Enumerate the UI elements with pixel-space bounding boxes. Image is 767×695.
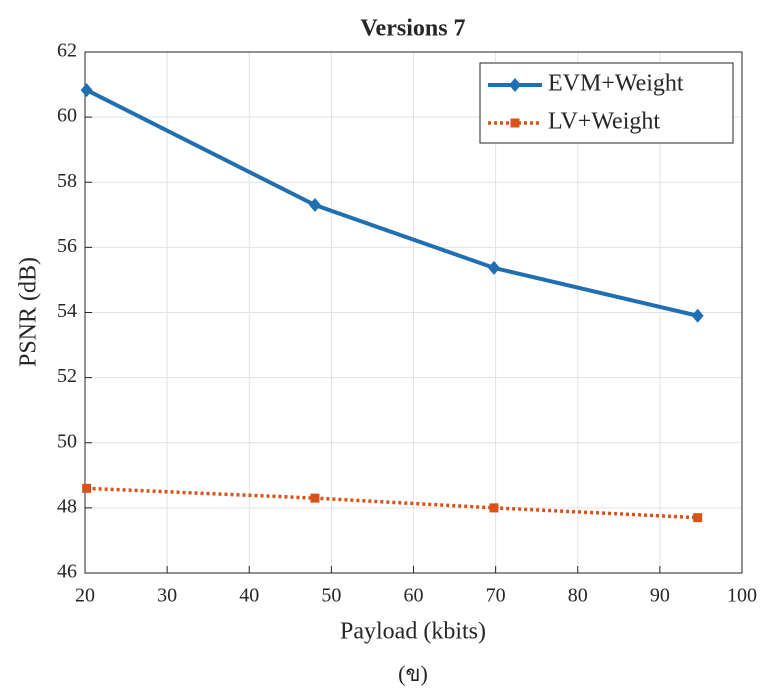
marker	[310, 494, 319, 503]
chart-title: Versions 7	[360, 16, 465, 42]
marker	[489, 503, 498, 512]
legend-label: LV+Weight	[548, 109, 660, 135]
y-tick-label: 54	[57, 300, 77, 322]
marker	[693, 513, 702, 522]
chart: Versions 7 Payload (kbits) (ข) PSNR (dB)…	[0, 0, 767, 695]
y-axis-label: PSNR (dB)	[16, 257, 42, 367]
x-axis-label: Payload (kbits)	[340, 619, 486, 645]
y-tick-label: 46	[57, 561, 77, 583]
x-tick-label: 70	[486, 585, 506, 607]
x-tick-label: 60	[404, 585, 424, 607]
y-tick-label: 60	[57, 105, 77, 127]
x-tick-label: 100	[727, 585, 757, 607]
y-tick-label: 62	[57, 40, 77, 62]
x-tick-label: 30	[157, 585, 177, 607]
x-tick-label: 80	[568, 585, 588, 607]
legend-label: EVM+Weight	[548, 71, 684, 97]
legend-marker	[511, 119, 520, 128]
x-tick-label: 40	[239, 585, 259, 607]
y-tick-label: 48	[57, 495, 77, 517]
marker	[82, 484, 91, 493]
caption: (ข)	[398, 661, 428, 686]
x-tick-label: 20	[75, 585, 95, 607]
y-tick-label: 56	[57, 235, 77, 257]
x-tick-label: 50	[321, 585, 341, 607]
x-tick-label: 90	[650, 585, 670, 607]
y-tick-label: 58	[57, 170, 77, 192]
y-tick-label: 52	[57, 365, 77, 387]
y-tick-label: 50	[57, 430, 77, 452]
